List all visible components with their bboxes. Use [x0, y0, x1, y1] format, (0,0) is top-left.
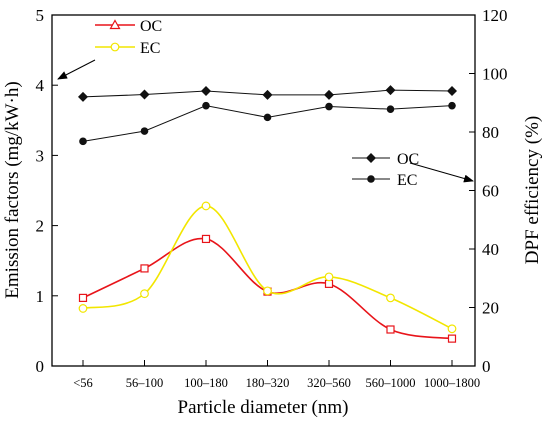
x-tick-label: 100–180 [184, 376, 228, 390]
legend-marker [110, 42, 120, 52]
data-point-ec-dpf-efficiency [448, 101, 456, 110]
data-point-oc-dpf-efficiency [139, 89, 150, 100]
data-point-oc-dpf-efficiency [262, 89, 273, 100]
series-line-ec-dpf-efficiency [82, 105, 453, 142]
x-tick-label: 1000–1800 [424, 376, 480, 390]
data-point-ec-emission [324, 272, 334, 282]
x-tick-label: 180–320 [246, 376, 290, 390]
x-axis-label: Particle diameter (nm) [178, 397, 349, 418]
series-oc-dpf-efficiency [78, 85, 457, 102]
data-point-ec-dpf-efficiency [202, 101, 210, 110]
data-point-oc-dpf-efficiency [385, 85, 396, 96]
series-ec-dpf-efficiency [79, 101, 456, 146]
y2-tick-label: 80 [482, 123, 499, 142]
plot-area [78, 85, 457, 343]
data-point-oc-emission [140, 264, 149, 273]
data-point-oc-dpf-efficiency [447, 86, 457, 97]
data-point-oc-emission [447, 334, 457, 343]
data-point-ec-emission [263, 286, 272, 296]
x-tick-label: 56–100 [126, 376, 164, 390]
right-axis-pointer-arrow [409, 162, 474, 183]
y-tick-label: 3 [36, 146, 45, 165]
axes: 0 1 2 3 4 5 0 20 40 60 80 100 120 <56 56–100 100–180 180… [36, 6, 508, 390]
data-point-oc-dpf-efficiency [324, 89, 334, 100]
legend-marker [367, 175, 375, 183]
y-tick-label: 1 [36, 287, 45, 306]
y-tick-label: 2 [36, 217, 45, 236]
data-point-oc-dpf-efficiency [78, 91, 88, 102]
data-point-oc-emission [386, 325, 395, 334]
legend-label: EC [140, 40, 160, 57]
x-tick-label: <56 [73, 376, 93, 390]
legend-label: OC [397, 151, 419, 168]
data-point-ec-emission [201, 201, 211, 211]
legend-marker [109, 19, 121, 30]
data-point-oc-emission [201, 234, 211, 244]
y-tick-label: 5 [36, 6, 45, 25]
legend-label: OC [140, 18, 162, 35]
y-tick-label: 0 [36, 357, 45, 376]
y2-tick-label: 40 [482, 240, 499, 259]
series-line-ec-emission [82, 205, 453, 330]
y2-tick-label: 0 [482, 357, 491, 376]
data-point-ec-emission [447, 324, 457, 334]
y2-tick-label: 100 [482, 65, 508, 84]
y2-axis-label: DPF efficiency (%) [522, 116, 543, 264]
data-point-ec-emission [386, 293, 395, 303]
y-axis-label: Emission factors (mg/kW·h) [2, 81, 23, 298]
legend-left: OC EC [95, 18, 162, 57]
left-axis-pointer-arrow [57, 59, 96, 80]
data-point-ec-dpf-efficiency [386, 105, 395, 113]
data-point-ec-dpf-efficiency [79, 137, 87, 146]
x-tick-label: 320–560 [307, 376, 351, 390]
y-tick-label: 4 [36, 76, 45, 95]
x-tick-label: 560–1000 [366, 376, 416, 390]
y2-tick-label: 20 [482, 299, 499, 318]
data-point-ec-dpf-efficiency [263, 113, 272, 122]
data-point-ec-dpf-efficiency [325, 102, 333, 111]
data-point-oc-dpf-efficiency [201, 86, 211, 97]
data-point-ec-dpf-efficiency [140, 127, 149, 135]
legend-right: OC EC [352, 151, 419, 189]
y2-tick-label: 120 [482, 6, 508, 25]
data-point-oc-emission [324, 279, 334, 288]
data-point-ec-emission [140, 289, 149, 299]
y2-tick-label: 60 [482, 182, 499, 201]
plot-frame [51, 14, 476, 367]
legend-marker [366, 153, 376, 163]
data-point-oc-emission [78, 293, 88, 303]
data-point-ec-emission [78, 304, 88, 313]
legend-label: EC [397, 172, 417, 189]
series-ec-emission [78, 201, 457, 334]
